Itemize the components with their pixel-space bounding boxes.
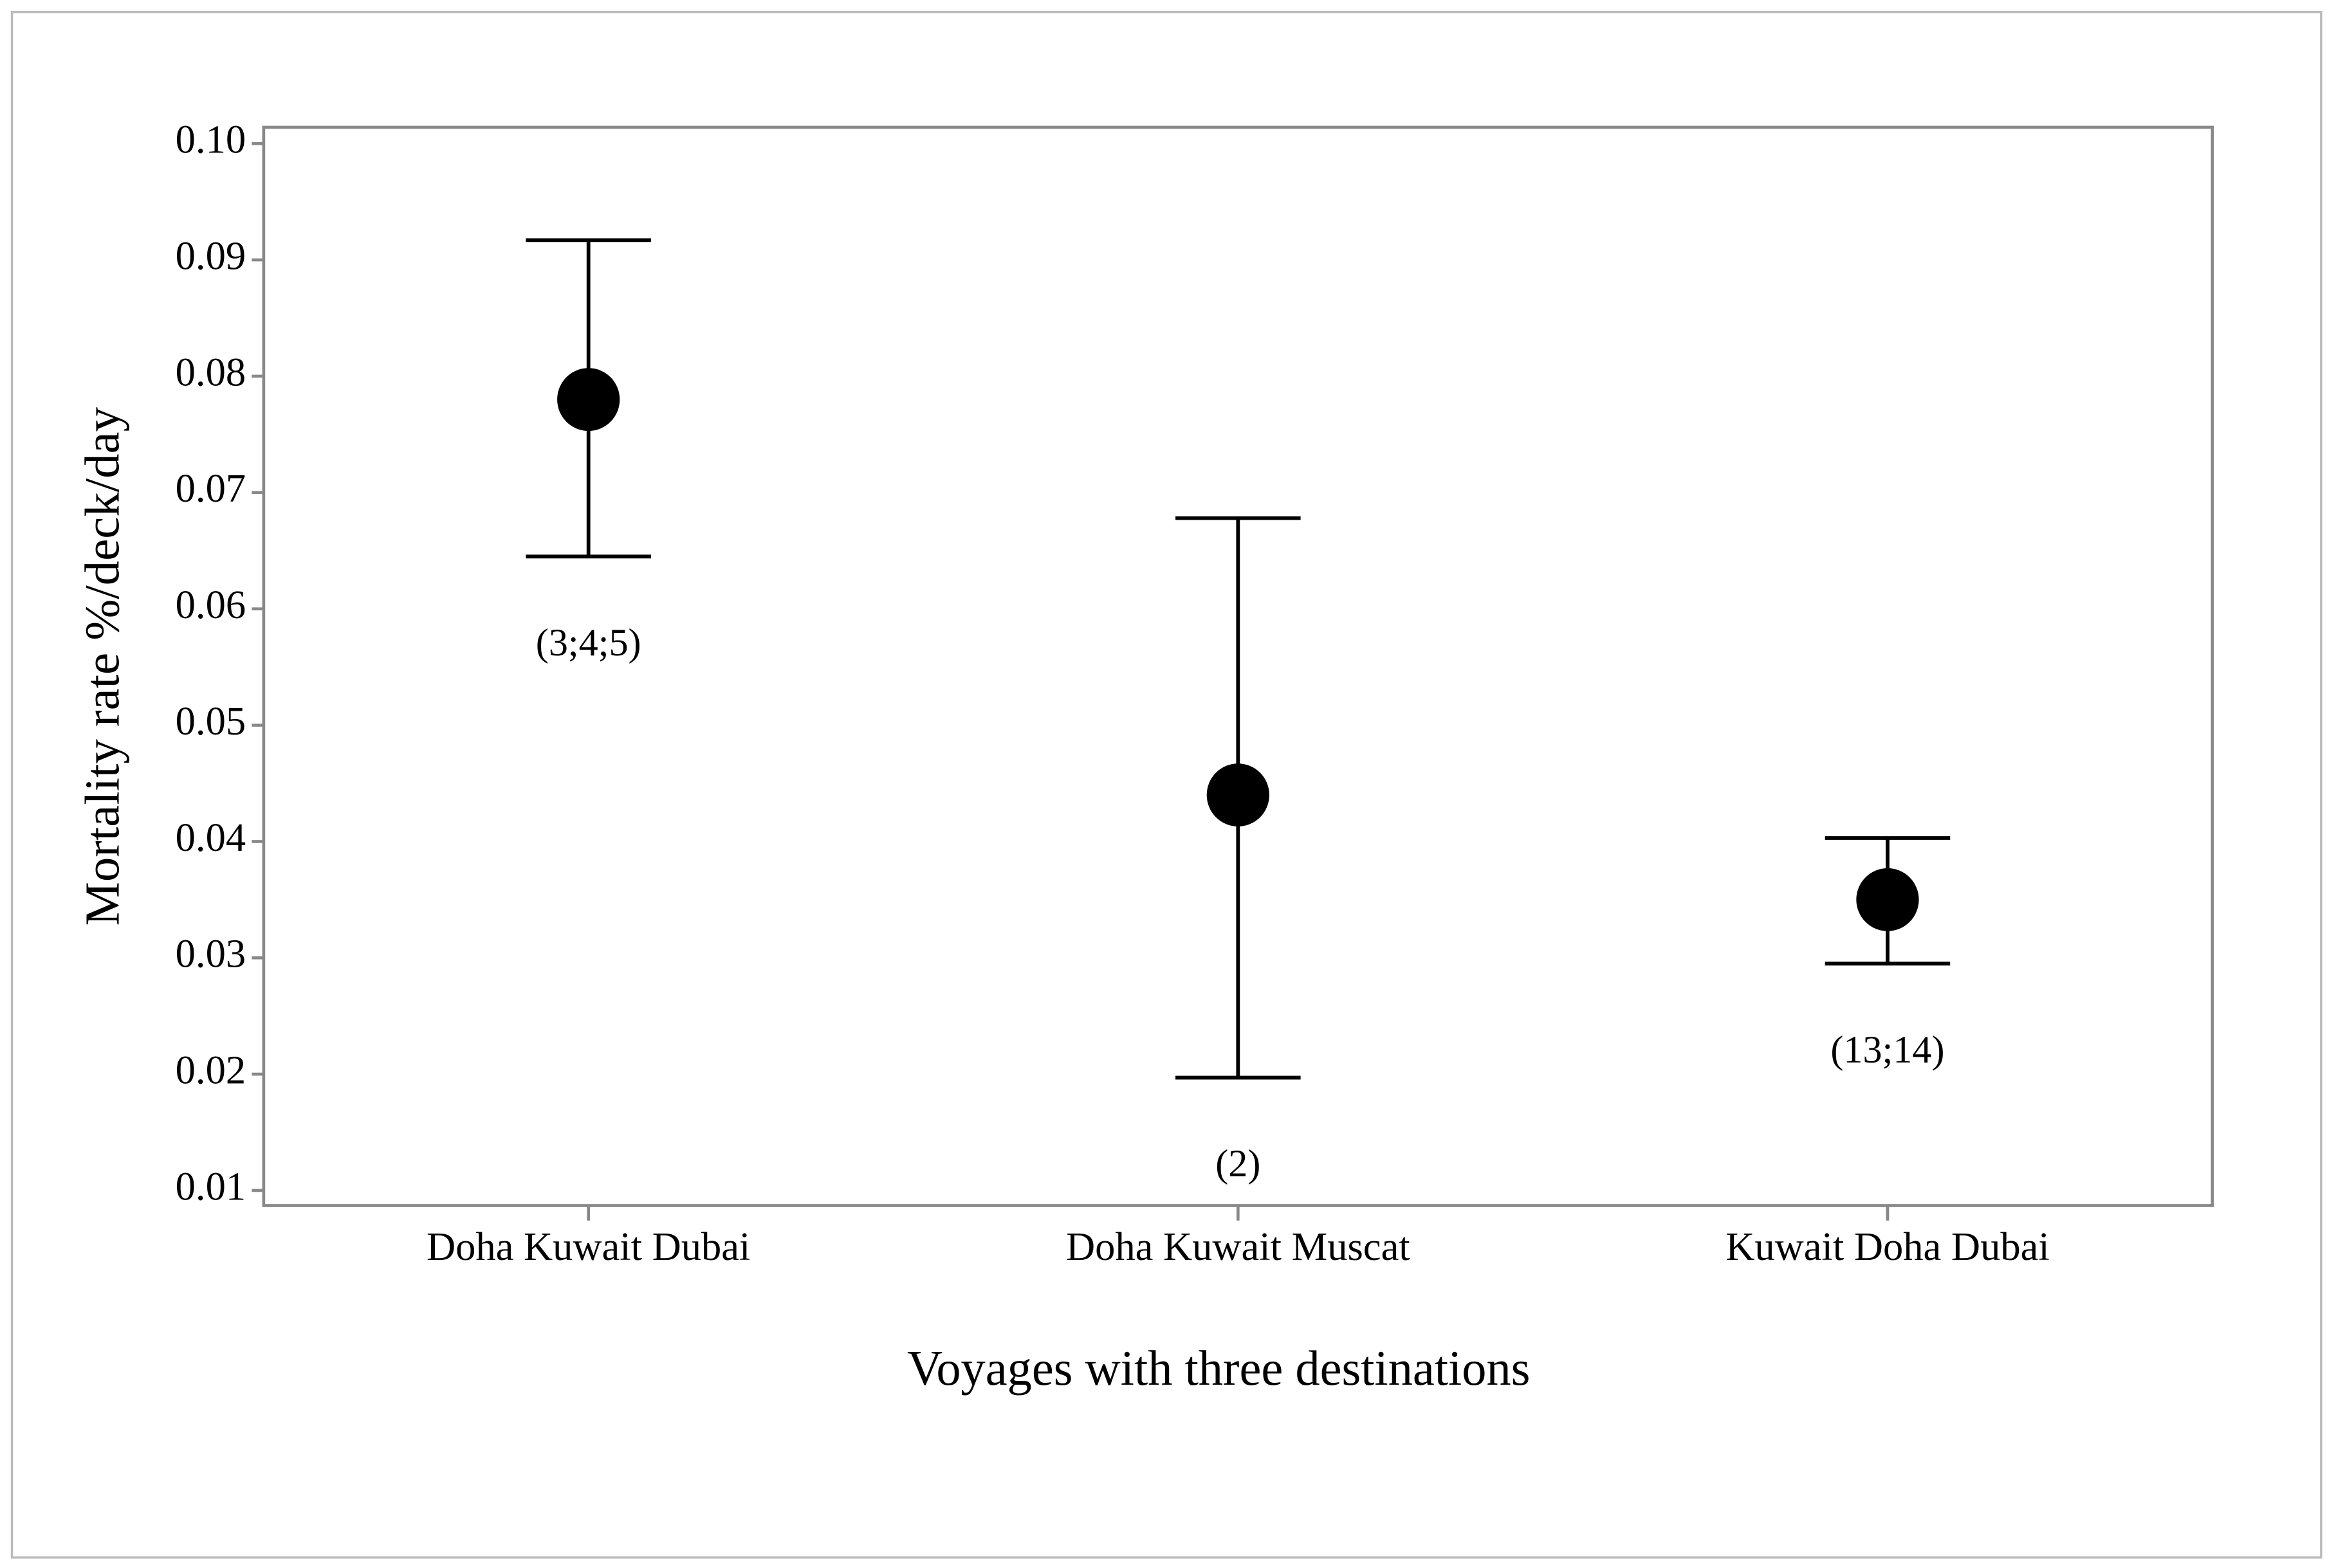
y-tick-label: 0.09: [176, 233, 246, 278]
y-tick-label: 0.02: [176, 1047, 246, 1092]
y-tick-label: 0.05: [176, 698, 246, 743]
y-tick-label: 0.10: [176, 117, 246, 162]
mean-marker: [557, 368, 620, 432]
y-tick-label: 0.08: [176, 349, 246, 394]
y-tick-label: 0.03: [176, 931, 246, 976]
mean-marker: [1856, 868, 1919, 931]
x-tick-label: Kuwait Doha Dubai: [1725, 1224, 2049, 1269]
outer-frame: [10, 10, 2322, 1559]
x-tick-label: Doha Kuwait Muscat: [1066, 1224, 1410, 1269]
mean-marker: [1206, 763, 1269, 826]
y-tick-label: 0.06: [176, 582, 246, 627]
y-axis-label: Mortality rate %/deck/day: [75, 406, 129, 925]
annotation: (2): [1215, 1142, 1260, 1185]
x-axis-label: Voyages with three destinations: [907, 1341, 1530, 1396]
x-tick-label: Doha Kuwait Dubai: [427, 1224, 750, 1269]
annotation: (3;4;5): [536, 621, 641, 664]
annotation: (13;14): [1830, 1028, 1944, 1071]
y-tick-label: 0.07: [176, 466, 246, 511]
y-tick-label: 0.01: [176, 1163, 246, 1208]
y-tick-label: 0.04: [176, 815, 246, 860]
